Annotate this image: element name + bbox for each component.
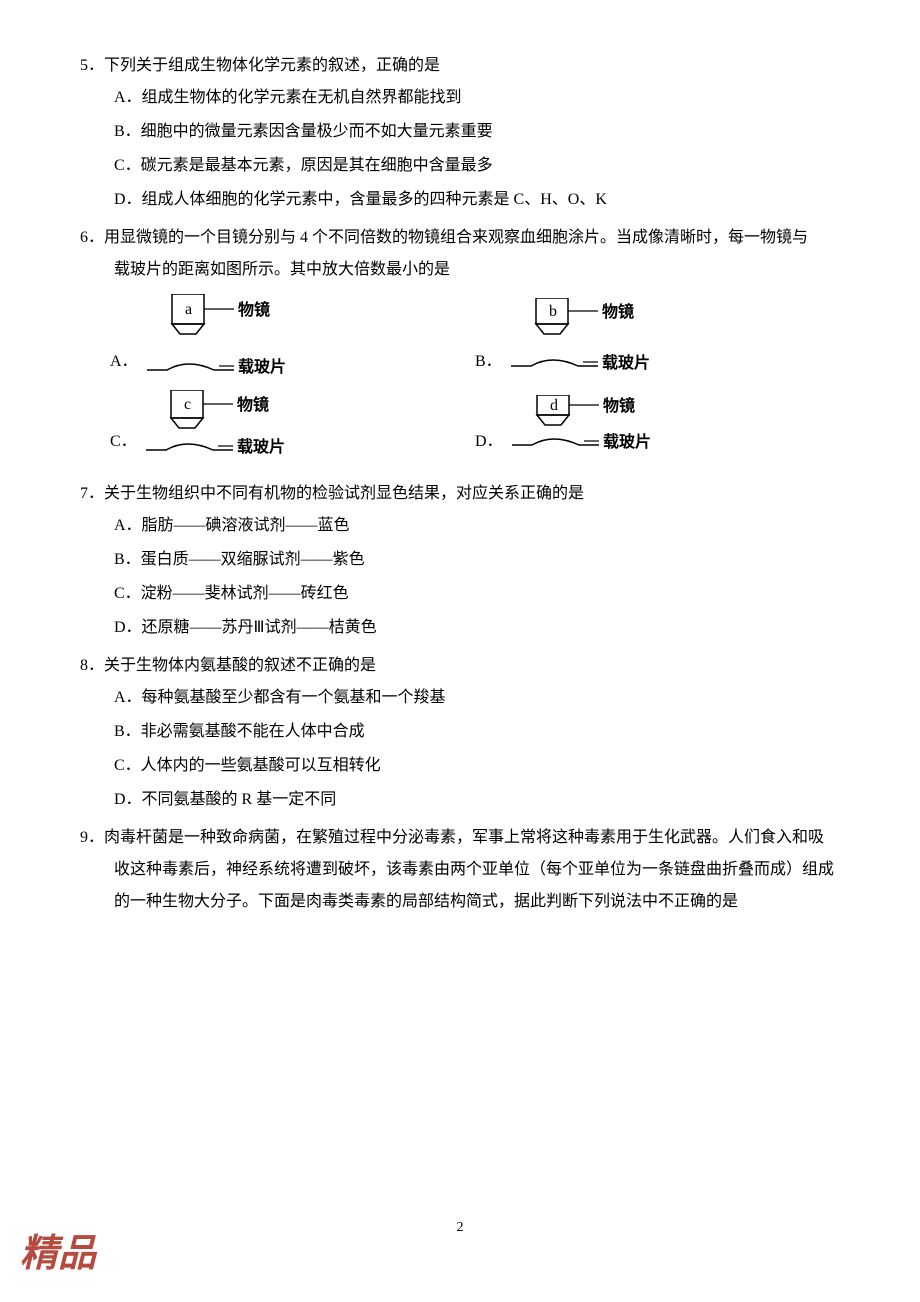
- diagram-option-label: C．: [110, 426, 137, 458]
- diagram-item: D． d 物镜载玻片: [475, 390, 840, 462]
- question-6: 6．用显微镜的一个目镜分别与 4 个不同倍数的物镜组合来观察血细胞涂片。当成像清…: [80, 222, 840, 470]
- svg-text:c: c: [184, 396, 191, 413]
- svg-text:物镜: 物镜: [602, 302, 634, 321]
- svg-text:物镜: 物镜: [238, 300, 270, 319]
- svg-text:载玻片: 载玻片: [237, 437, 285, 456]
- microscope-diagram-icon: a 物镜载玻片: [142, 294, 292, 382]
- q5-option-c: C．碳元素是最基本元素，原因是其在细胞中含量最多: [114, 150, 840, 182]
- q5-option-b: B．细胞中的微量元素因含量极少而不如大量元素重要: [114, 116, 840, 148]
- q7-option-a: A．脂肪——碘溶液试剂——蓝色: [114, 510, 840, 542]
- q5-text: 5．下列关于组成生物体化学元素的叙述，正确的是: [80, 50, 840, 82]
- q9-text2: 收这种毒素后，神经系统将遭到破坏，该毒素由两个亚单位（每个亚单位为一条链盘曲折叠…: [80, 854, 840, 886]
- question-7: 7．关于生物组织中不同有机物的检验试剂显色结果，对应关系正确的是 A．脂肪——碘…: [80, 478, 840, 644]
- q8-text: 8．关于生物体内氨基酸的叙述不正确的是: [80, 650, 840, 682]
- svg-text:载玻片: 载玻片: [238, 357, 286, 376]
- q5-option-d: D．组成人体细胞的化学元素中，含量最多的四种元素是 C、H、O、K: [114, 184, 840, 216]
- diagram-item: A． a 物镜载玻片: [110, 294, 475, 382]
- svg-text:载玻片: 载玻片: [603, 432, 651, 451]
- q5-option-a: A．组成生物体的化学元素在无机自然界都能找到: [114, 82, 840, 114]
- q5-options: A．组成生物体的化学元素在无机自然界都能找到 B．细胞中的微量元素因含量极少而不…: [80, 82, 840, 216]
- diagram-option-label: D．: [475, 426, 503, 458]
- q7-option-d: D．还原糖——苏丹Ⅲ试剂——桔黄色: [114, 612, 840, 644]
- page-number: 2: [457, 1214, 464, 1242]
- svg-text:a: a: [185, 301, 192, 318]
- q6-text2: 载玻片的距离如图所示。其中放大倍数最小的是: [80, 254, 840, 286]
- svg-text:d: d: [550, 397, 558, 414]
- question-9: 9．肉毒杆菌是一种致命病菌，在繁殖过程中分泌毒素，军事上常将这种毒素用于生化武器…: [80, 822, 840, 918]
- diagram-option-label: B．: [475, 346, 502, 378]
- diagram-item: C． c 物镜载玻片: [110, 390, 475, 462]
- q7-options: A．脂肪——碘溶液试剂——蓝色 B．蛋白质——双缩脲试剂——紫色 C．淀粉——斐…: [80, 510, 840, 644]
- question-5: 5．下列关于组成生物体化学元素的叙述，正确的是 A．组成生物体的化学元素在无机自…: [80, 50, 840, 216]
- q8-options: A．每种氨基酸至少都含有一个氨基和一个羧基 B．非必需氨基酸不能在人体中合成 C…: [80, 682, 840, 816]
- q6-diagrams: A．a物镜载玻片B．b物镜载玻片C．c物镜载玻片D．d物镜载玻片: [80, 294, 840, 470]
- svg-text:物镜: 物镜: [603, 396, 635, 415]
- q6-text: 6．用显微镜的一个目镜分别与 4 个不同倍数的物镜组合来观察血细胞涂片。当成像清…: [80, 222, 840, 254]
- stamp-text: 精品: [20, 1216, 96, 1292]
- svg-text:b: b: [549, 303, 557, 320]
- q8-option-d: D．不同氨基酸的 R 基一定不同: [114, 784, 840, 816]
- q7-option-c: C．淀粉——斐林试剂——砖红色: [114, 578, 840, 610]
- svg-text:载玻片: 载玻片: [602, 353, 650, 372]
- question-8: 8．关于生物体内氨基酸的叙述不正确的是 A．每种氨基酸至少都含有一个氨基和一个羧…: [80, 650, 840, 816]
- q7-text: 7．关于生物组织中不同有机物的检验试剂显色结果，对应关系正确的是: [80, 478, 840, 510]
- q8-option-c: C．人体内的一些氨基酸可以互相转化: [114, 750, 840, 782]
- q9-text3: 的一种生物大分子。下面是肉毒类毒素的局部结构简式，据此判断下列说法中不正确的是: [80, 886, 840, 918]
- microscope-diagram-icon: d 物镜载玻片: [507, 395, 657, 457]
- q7-option-b: B．蛋白质——双缩脲试剂——紫色: [114, 544, 840, 576]
- q9-text: 9．肉毒杆菌是一种致命病菌，在繁殖过程中分泌毒素，军事上常将这种毒素用于生化武器…: [80, 822, 840, 854]
- diagram-item: B． b 物镜载玻片: [475, 294, 840, 382]
- diagram-option-label: A．: [110, 346, 138, 378]
- q8-option-b: B．非必需氨基酸不能在人体中合成: [114, 716, 840, 748]
- microscope-diagram-icon: c 物镜载玻片: [141, 390, 291, 462]
- microscope-diagram-icon: b 物镜载玻片: [506, 298, 656, 378]
- svg-text:物镜: 物镜: [237, 395, 269, 414]
- q8-option-a: A．每种氨基酸至少都含有一个氨基和一个羧基: [114, 682, 840, 714]
